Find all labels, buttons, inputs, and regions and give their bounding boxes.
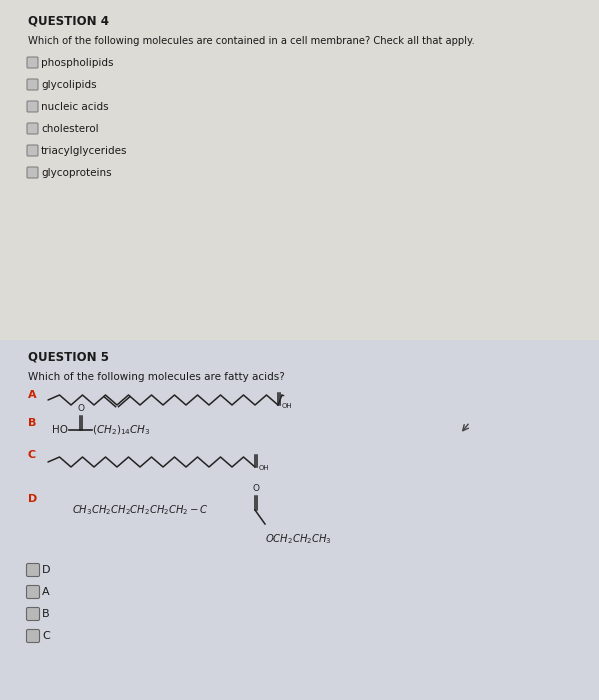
Text: OH: OH	[259, 465, 270, 471]
Text: HO: HO	[52, 425, 68, 435]
Text: A: A	[42, 587, 50, 597]
Text: triacylglycerides: triacylglycerides	[41, 146, 128, 155]
Text: QUESTION 5: QUESTION 5	[28, 350, 109, 363]
Bar	[0, 340, 599, 700]
Text: nucleic acids: nucleic acids	[41, 102, 108, 111]
FancyBboxPatch shape	[26, 585, 40, 598]
Text: glycoproteins: glycoproteins	[41, 167, 111, 178]
Text: A: A	[28, 390, 37, 400]
Text: $OCH_2CH_2CH_3$: $OCH_2CH_2CH_3$	[265, 532, 332, 546]
Text: Which of the following molecules are contained in a cell membrane? Check all tha: Which of the following molecules are con…	[28, 36, 475, 46]
Text: O: O	[253, 484, 259, 493]
FancyBboxPatch shape	[27, 57, 38, 68]
FancyBboxPatch shape	[27, 167, 38, 178]
Text: OH: OH	[282, 403, 293, 409]
Text: C: C	[42, 631, 50, 641]
Text: D: D	[28, 494, 37, 504]
Text: O: O	[77, 404, 84, 413]
Text: $CH_3CH_2CH_2CH_2CH_2CH_2-C$: $CH_3CH_2CH_2CH_2CH_2CH_2-C$	[72, 503, 209, 517]
FancyBboxPatch shape	[26, 608, 40, 620]
FancyBboxPatch shape	[27, 79, 38, 90]
Text: B: B	[28, 418, 37, 428]
Text: glycolipids: glycolipids	[41, 80, 96, 90]
FancyBboxPatch shape	[27, 123, 38, 134]
FancyBboxPatch shape	[27, 101, 38, 112]
Bar	[0, 0, 599, 340]
FancyBboxPatch shape	[27, 145, 38, 156]
Text: Which of the following molecules are fatty acids?: Which of the following molecules are fat…	[28, 372, 285, 382]
Text: D: D	[42, 565, 50, 575]
FancyBboxPatch shape	[26, 629, 40, 643]
Text: cholesterol: cholesterol	[41, 123, 99, 134]
Text: QUESTION 4: QUESTION 4	[28, 14, 109, 27]
Text: B: B	[42, 609, 50, 619]
Text: C: C	[28, 450, 36, 460]
Text: $(CH_2)_{14}CH_3$: $(CH_2)_{14}CH_3$	[92, 424, 151, 437]
FancyBboxPatch shape	[26, 564, 40, 577]
Text: phospholipids: phospholipids	[41, 57, 113, 67]
